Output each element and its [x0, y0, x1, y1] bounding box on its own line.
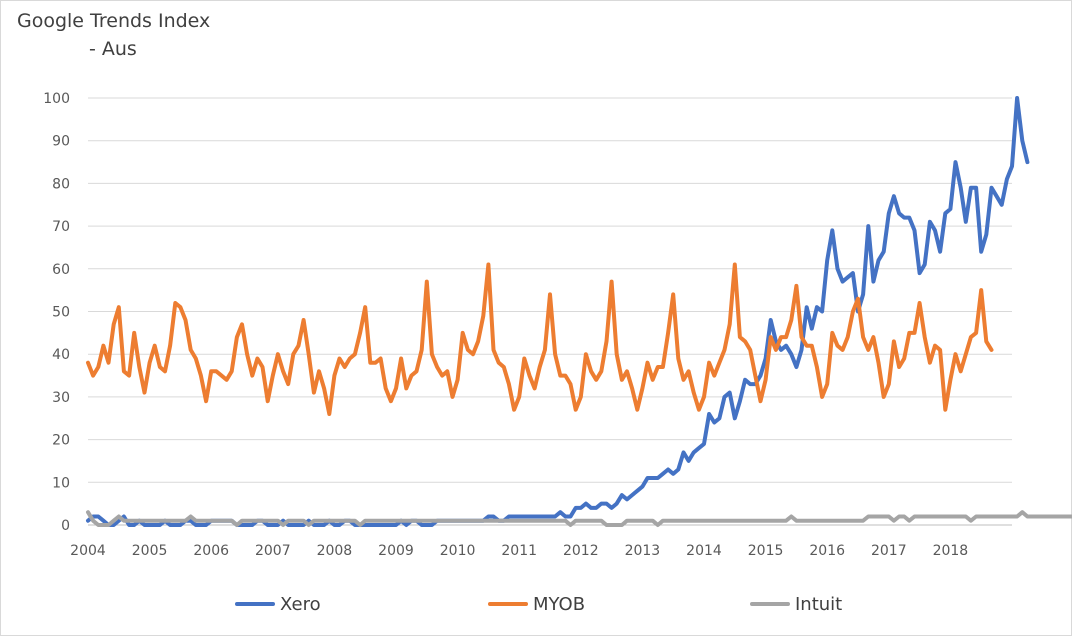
y-tick-label: 40	[52, 347, 70, 363]
x-tick-label: 2011	[501, 543, 537, 559]
series-line-myob	[86, 262, 994, 416]
x-tick-label: 2014	[686, 543, 722, 559]
axes: 0 10 20 30 40 50 60 70 80 90 100 2004 2005 2006 2007 20…	[43, 91, 1012, 559]
y-tick-label: 70	[52, 219, 70, 235]
x-tick-label: 2018	[933, 543, 969, 559]
x-tick-label: 2005	[132, 543, 168, 559]
series-line-xero	[86, 96, 1030, 527]
x-tick-label: 2012	[563, 543, 599, 559]
x-tick-label: 2006	[193, 543, 229, 559]
x-tick-label: 2015	[748, 543, 784, 559]
legend-label-myob: MYOB	[533, 594, 585, 615]
x-tick-label: 2007	[255, 543, 291, 559]
series-lines	[86, 96, 1072, 527]
chart-subtitle: - Aus	[89, 38, 137, 60]
legend: Xero MYOB Intuit	[235, 594, 842, 615]
y-tick-label: 90	[52, 134, 70, 150]
x-tick-label: 2009	[378, 543, 414, 559]
legend-label-intuit: Intuit	[795, 594, 842, 615]
x-tick-label: 2017	[871, 543, 907, 559]
y-tick-label: 100	[43, 91, 70, 107]
gridlines	[88, 97, 1012, 483]
y-tick-label: 0	[61, 518, 70, 534]
y-tick-label: 20	[52, 433, 70, 449]
x-tick-label: 2016	[809, 543, 845, 559]
x-tick-label: 2008	[317, 543, 353, 559]
chart-title: Google Trends Index	[17, 10, 211, 32]
legend-label-xero: Xero	[280, 594, 321, 615]
x-tick-label: 2010	[440, 543, 476, 559]
x-tick-label: 2004	[70, 543, 106, 559]
y-tick-label: 10	[52, 475, 70, 491]
series-line-intuit	[86, 510, 1072, 527]
y-tick-label: 50	[52, 305, 70, 321]
y-tick-label: 30	[52, 390, 70, 406]
x-tick-label: 2013	[625, 543, 661, 559]
y-tick-label: 80	[52, 176, 70, 192]
y-tick-label: 60	[52, 262, 70, 278]
